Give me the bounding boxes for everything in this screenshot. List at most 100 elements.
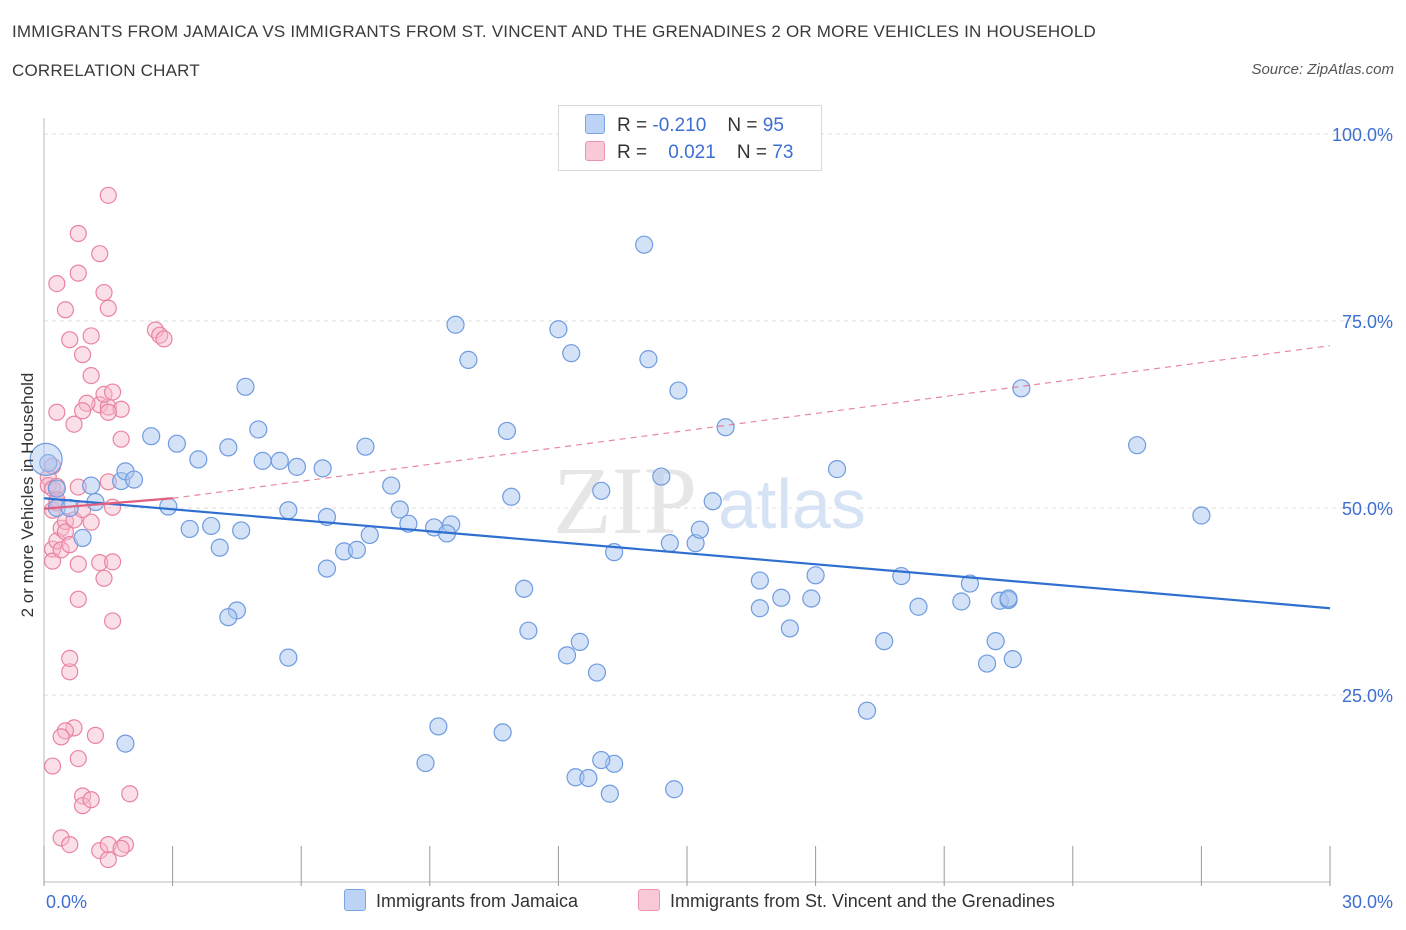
data-point-jamaica	[639, 350, 658, 369]
data-point-jamaica	[875, 632, 894, 651]
data-point-jamaica	[446, 315, 465, 334]
data-point-jamaica	[210, 538, 229, 557]
data-point-st-vincent	[73, 402, 92, 420]
data-point-jamaica	[236, 377, 255, 396]
data-point-jamaica	[317, 559, 337, 578]
data-point-jamaica	[952, 592, 971, 611]
data-point-st-vincent	[48, 275, 66, 293]
data-point-jamaica	[977, 654, 997, 673]
data-point-jamaica	[703, 492, 722, 511]
data-point-jamaica	[202, 516, 221, 536]
data-point-jamaica	[124, 470, 144, 489]
data-point-st-vincent	[99, 186, 117, 204]
stats-legend-row-st-vincent: R = 0.021 N = 73	[585, 141, 793, 163]
stats-legend: R = -0.210 N = 95 R = 0.021 N = 73	[558, 105, 822, 171]
tick-labels: 25.0% 50.0% 75.0% 100.0% 0.0% 30.0%	[46, 125, 1393, 912]
data-point-st-vincent	[99, 850, 117, 869]
data-point-st-vincent	[82, 791, 100, 809]
data-point-jamaica	[716, 418, 735, 437]
data-point-jamaica	[592, 750, 611, 770]
data-point-st-vincent	[56, 301, 75, 319]
y-tick-label: 75.0%	[1342, 312, 1393, 332]
trend-line-st-vincent-extended	[172, 345, 1331, 499]
data-point-st-vincent	[121, 785, 139, 803]
data-point-st-vincent	[52, 728, 70, 746]
data-point-jamaica-large	[29, 442, 63, 476]
data-point-jamaica	[635, 235, 654, 254]
data-point-jamaica	[142, 427, 161, 446]
watermark-atlas: atlas	[718, 465, 866, 543]
data-point-st-vincent	[52, 541, 70, 559]
data-point-jamaica	[497, 421, 517, 441]
data-point-st-vincent	[61, 649, 79, 667]
data-point-st-vincent	[69, 224, 87, 243]
data-point-jamaica	[690, 520, 709, 539]
data-point-jamaica	[279, 501, 298, 520]
n-label: N =	[736, 142, 768, 163]
r-value-st-vincent: 0.021	[668, 142, 716, 163]
data-point-jamaica	[772, 588, 791, 607]
data-point-jamaica	[999, 589, 1018, 608]
n-value-jamaica: 95	[762, 115, 784, 136]
data-point-st-vincent	[69, 590, 87, 608]
stats-legend-row-jamaica: R = -0.210 N = 95	[585, 114, 784, 136]
data-point-jamaica	[857, 701, 877, 720]
data-point-st-vincent	[99, 403, 117, 421]
data-point-jamaica	[660, 534, 679, 553]
data-point-st-vincent	[155, 330, 173, 348]
trend-line-st-vincent	[43, 497, 173, 510]
data-point-jamaica	[47, 479, 66, 498]
data-point-st-vincent	[65, 415, 83, 433]
data-point-jamaica	[219, 608, 238, 627]
data-point-jamaica	[167, 434, 186, 453]
y-tick-label: 25.0%	[1342, 686, 1393, 706]
bottom-legend-label-st-vincent: Immigrants from St. Vincent and the Gren…	[670, 891, 1055, 911]
series-st-vincent-points	[39, 186, 173, 869]
data-point-jamaica	[39, 454, 58, 473]
data-point-st-vincent	[99, 299, 117, 317]
data-point-jamaica	[515, 579, 534, 598]
data-point-jamaica	[360, 525, 379, 545]
data-point-jamaica	[562, 344, 581, 363]
data-point-st-vincent	[43, 540, 62, 558]
data-point-jamaica	[159, 497, 178, 516]
data-point-jamaica	[909, 597, 928, 616]
data-point-jamaica	[287, 457, 307, 476]
data-point-jamaica	[1012, 379, 1031, 398]
chart-title: IMMIGRANTS FROM JAMAICA VS IMMIGRANTS FR…	[12, 22, 1096, 41]
watermark: ZIP atlas	[553, 447, 866, 554]
data-point-st-vincent	[103, 383, 122, 401]
data-point-jamaica	[592, 481, 611, 500]
bottom-legend-jamaica: Immigrants from Jamaica	[344, 889, 578, 912]
legend-swatch-jamaica	[585, 114, 605, 134]
data-point-st-vincent	[61, 835, 79, 854]
n-label: N =	[727, 115, 758, 136]
data-point-st-vincent	[91, 841, 109, 860]
data-point-jamaica	[219, 438, 238, 457]
trend-line-jamaica	[43, 497, 1331, 610]
bottom-legend-label-jamaica: Immigrants from Jamaica	[376, 891, 579, 911]
legend-swatch-st-vincent	[585, 141, 605, 161]
data-point-jamaica	[279, 648, 298, 667]
data-point-jamaica	[1127, 436, 1147, 455]
data-point-jamaica	[960, 574, 980, 593]
data-point-jamaica	[587, 663, 607, 682]
data-point-st-vincent	[91, 245, 109, 263]
bottom-legend-swatch-st-vincent	[638, 889, 660, 911]
data-point-jamaica	[116, 734, 135, 753]
data-point-jamaica	[73, 528, 92, 548]
data-point-st-vincent	[73, 346, 92, 364]
data-point-jamaica	[189, 450, 208, 469]
data-point-st-vincent	[95, 283, 113, 302]
data-point-jamaica	[986, 632, 1005, 651]
data-point-st-vincent	[69, 555, 87, 573]
data-point-jamaica	[780, 619, 799, 638]
data-point-st-vincent	[73, 787, 92, 805]
data-point-jamaica	[382, 476, 401, 495]
data-point-jamaica	[827, 460, 847, 479]
data-point-st-vincent	[99, 835, 117, 854]
x-tick-label-min: 0.0%	[46, 892, 87, 912]
data-point-jamaica	[750, 599, 769, 618]
y-tick-label: 100.0%	[1332, 125, 1393, 145]
